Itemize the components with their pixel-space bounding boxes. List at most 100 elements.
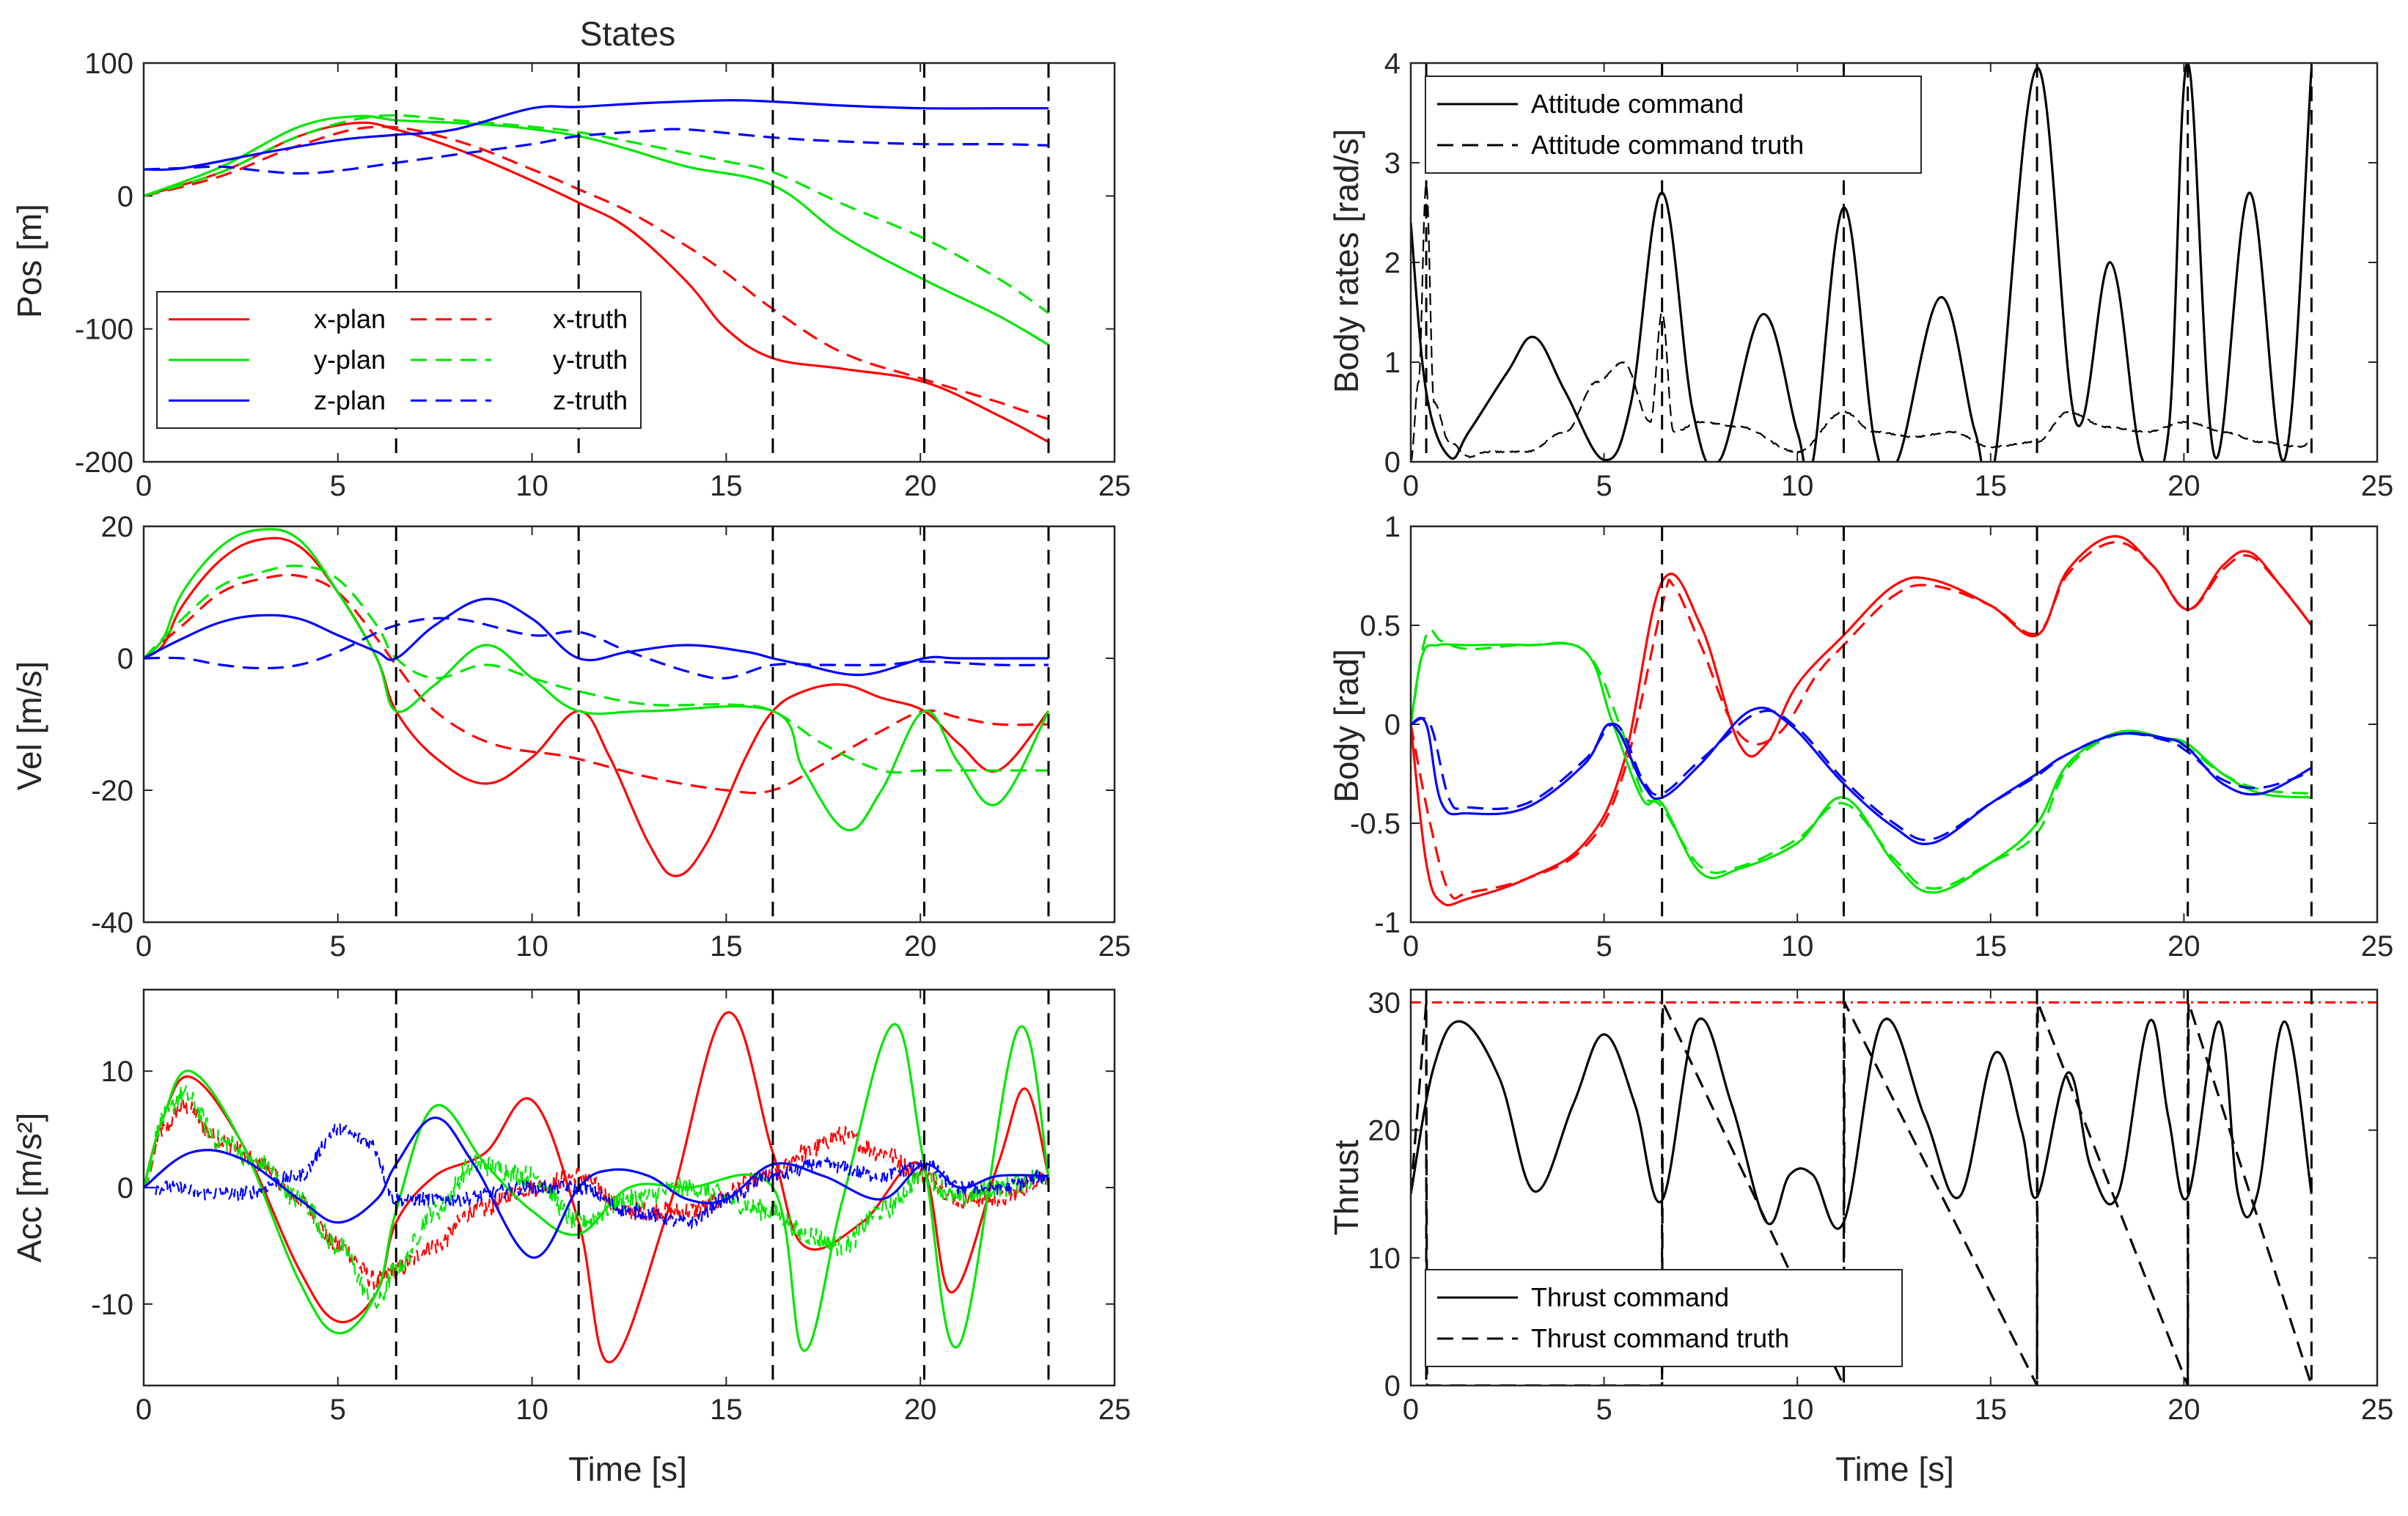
legend-box bbox=[1425, 1269, 1903, 1367]
series-pitch-truth bbox=[1411, 628, 2312, 890]
legend: Attitude command Attitude command truth bbox=[1425, 76, 1922, 174]
x-tick-label: 20 bbox=[904, 470, 937, 502]
legend-label: Attitude command bbox=[1531, 89, 1744, 119]
y-tick-label: 20 bbox=[101, 511, 134, 543]
y-axis-label: Acc [m/s²] bbox=[10, 1113, 48, 1262]
x-tick-label: 20 bbox=[904, 930, 937, 963]
legend: Thrust command Thrust command truth bbox=[1425, 1269, 1903, 1367]
y-tick-label: 10 bbox=[1368, 1243, 1401, 1275]
y-tick-label: 1 bbox=[1384, 347, 1401, 379]
x-tick-label: 5 bbox=[1596, 470, 1612, 502]
y-tick-label: 1 bbox=[1384, 511, 1401, 543]
y-tick-label: 30 bbox=[1368, 987, 1401, 1019]
series-y-truth bbox=[144, 114, 1049, 314]
legend-label: y-plan bbox=[314, 345, 386, 375]
x-tick-label: 20 bbox=[2167, 930, 2200, 963]
y-tick-label: 20 bbox=[1368, 1115, 1401, 1147]
x-tick-label: 10 bbox=[1781, 1394, 1814, 1426]
x-tick-label: 15 bbox=[1975, 470, 2008, 502]
y-tick-label: 0.5 bbox=[1359, 610, 1401, 642]
axes-box bbox=[1409, 525, 2379, 924]
y-axis-label: Pos [m] bbox=[10, 204, 48, 318]
plot-area bbox=[1411, 63, 2313, 462]
x-tick-label: 10 bbox=[515, 1394, 548, 1426]
y-tick-label: 0 bbox=[1384, 709, 1401, 741]
legend-label: x-truth bbox=[553, 304, 628, 334]
x-tick-label: 0 bbox=[136, 1394, 152, 1426]
x-tick-label: 0 bbox=[136, 470, 152, 502]
x-tick-label: 25 bbox=[1098, 1394, 1131, 1426]
y-axis-label: Body [rad] bbox=[1327, 649, 1365, 803]
y-tick-label: -40 bbox=[91, 907, 133, 939]
y-tick-label: 0 bbox=[117, 180, 133, 213]
series-x-truth bbox=[144, 1097, 1050, 1290]
x-tick-label: 10 bbox=[1781, 930, 1814, 963]
series-x-plan bbox=[144, 1011, 1050, 1364]
series-z-plan bbox=[144, 99, 1049, 172]
x-tick-label: 20 bbox=[2167, 470, 2200, 502]
y-axis-label: Body rates [rad/s] bbox=[1327, 129, 1365, 394]
x-tick-label: 25 bbox=[1098, 470, 1131, 502]
axes-box bbox=[142, 988, 1116, 1387]
y-axis-label: Vel [m/s] bbox=[10, 661, 48, 790]
x-axis-label: Time [s] bbox=[1835, 1450, 1954, 1488]
y-axis-label: Thrust bbox=[1327, 1140, 1365, 1236]
x-tick-label: 10 bbox=[515, 470, 548, 502]
x-tick-label: 15 bbox=[710, 930, 743, 963]
series-roll bbox=[1411, 534, 2313, 907]
series-x-plan bbox=[144, 537, 1050, 877]
x-tick-label: 5 bbox=[330, 1394, 346, 1426]
velocity-plot: Vel [m/s] 0 5 10 15 20 25 -40 -20 0 20 bbox=[10, 511, 1131, 963]
x-tick-label: 15 bbox=[710, 1394, 743, 1426]
legend-label: y-truth bbox=[553, 345, 628, 375]
x-tick-label: 5 bbox=[330, 930, 346, 963]
x-axis-label: Time [s] bbox=[568, 1450, 687, 1488]
body-angles-plot: Body [rad] 0 5 10 15 20 25 -1 -0.5 0 0.5 1 bbox=[1327, 511, 2393, 963]
series-attitude-command-truth bbox=[1411, 184, 2313, 462]
position-plot: States Pos [m] 0 5 10 15 20 25 -200 -100 0 100 x-p… bbox=[10, 15, 1131, 502]
series-x-truth bbox=[144, 125, 1049, 421]
x-tick-label: 0 bbox=[1403, 470, 1419, 502]
plot-area bbox=[144, 990, 1050, 1386]
legend-label: Attitude command truth bbox=[1531, 130, 1804, 160]
legend-label: z-plan bbox=[314, 385, 386, 415]
series-z-truth bbox=[144, 617, 1049, 680]
x-tick-label: 25 bbox=[2361, 470, 2394, 502]
thrust-plot: Thrust Time [s] 0 5 10 15 20 25 0 10 20 30 Thrust … bbox=[1327, 987, 2393, 1488]
y-tick-label: -0.5 bbox=[1350, 808, 1401, 840]
legend-label: Thrust command truth bbox=[1531, 1323, 1789, 1353]
series-y-plan bbox=[144, 1023, 1050, 1352]
y-tick-label: -1 bbox=[1374, 907, 1401, 939]
y-tick-label: 100 bbox=[84, 48, 133, 80]
x-tick-label: 15 bbox=[710, 470, 743, 502]
x-tick-label: 5 bbox=[330, 470, 346, 502]
x-tick-label: 25 bbox=[2361, 1394, 2394, 1426]
series-z-truth bbox=[144, 128, 1049, 175]
series-z-truth bbox=[144, 1122, 1050, 1229]
x-tick-label: 15 bbox=[1975, 930, 2008, 963]
series-y-truth bbox=[144, 1084, 1050, 1309]
plot-area bbox=[1411, 526, 2313, 922]
series-y-plan bbox=[144, 114, 1049, 346]
y-tick-label: 10 bbox=[101, 1056, 134, 1088]
y-tick-label: -10 bbox=[91, 1289, 133, 1321]
x-tick-label: 0 bbox=[1403, 1394, 1419, 1426]
y-tick-label: 0 bbox=[1384, 1370, 1401, 1402]
y-tick-label: 0 bbox=[1384, 446, 1401, 479]
series-roll-truth bbox=[1411, 540, 2313, 900]
y-tick-label: 3 bbox=[1384, 147, 1401, 180]
body-rates-plot: Body rates [rad/s] 0 5 10 15 20 25 0 1 2 3 4 Attitu… bbox=[1327, 48, 2393, 502]
y-tick-label: -100 bbox=[75, 314, 133, 346]
legend-label: Thrust command bbox=[1531, 1282, 1729, 1312]
y-tick-label: -200 bbox=[75, 446, 133, 479]
legend-box bbox=[1425, 76, 1922, 174]
x-tick-label: 10 bbox=[1781, 470, 1814, 502]
series-thrust-command bbox=[1411, 1018, 2313, 1230]
series-attitude-command bbox=[1411, 63, 2313, 462]
plot-area bbox=[144, 526, 1050, 922]
x-tick-label: 25 bbox=[1098, 930, 1131, 963]
series-pitch bbox=[1411, 642, 2312, 894]
y-tick-label: 0 bbox=[117, 1172, 133, 1204]
legend-label: z-truth bbox=[553, 385, 628, 415]
